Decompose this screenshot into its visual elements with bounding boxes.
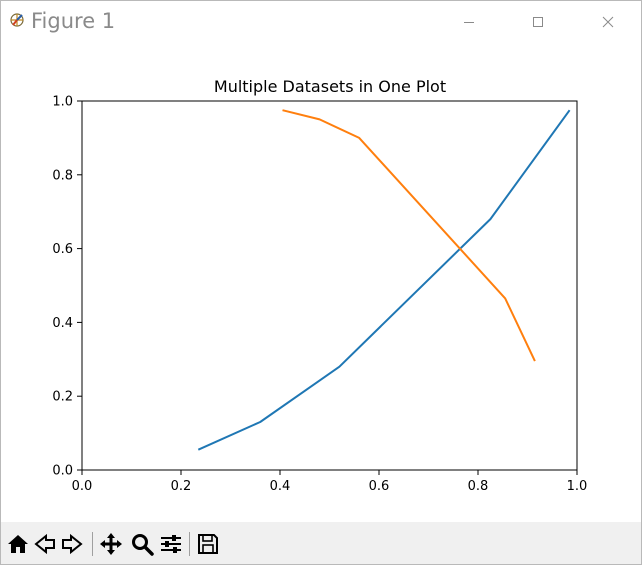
y-tick-label: 1.0: [52, 95, 73, 110]
close-icon: [602, 16, 614, 28]
zoom-icon[interactable]: [129, 531, 155, 557]
pan-icon[interactable]: [98, 531, 124, 557]
save-icon[interactable]: [195, 531, 221, 557]
title-bar: Figure 1: [1, 1, 641, 43]
x-tick-label: 0.2: [171, 479, 192, 494]
figure-canvas[interactable]: Multiple Datasets in One Plot 0.0 0.2 0.4 0…: [1, 43, 641, 522]
maximize-icon: [533, 17, 543, 27]
x-tick-label: 0.8: [468, 479, 489, 494]
x-tick-label: 0.4: [270, 479, 291, 494]
matplotlib-app-icon: [10, 13, 24, 27]
navigation-toolbar: [1, 522, 641, 564]
axes-frame: [81, 100, 578, 471]
x-tick-label: 1.0: [567, 479, 588, 494]
maximize-button[interactable]: [515, 1, 561, 43]
y-tick-label: 0.4: [52, 316, 73, 331]
series-line-2: [282, 109, 536, 362]
y-tick-label: 0.6: [52, 242, 73, 257]
y-tick-label: 0.2: [52, 390, 73, 405]
y-tick-label: 0.0: [52, 464, 73, 479]
x-tick-label: 0.6: [369, 479, 390, 494]
minimize-icon: [464, 22, 474, 23]
x-tick-label: 0.0: [72, 479, 93, 494]
window-title: Figure 1: [31, 9, 116, 33]
toolbar-separator: [92, 532, 93, 556]
configure-icon[interactable]: [158, 531, 184, 557]
close-button[interactable]: [585, 1, 631, 43]
home-icon[interactable]: [5, 531, 31, 557]
line-chart: Multiple Datasets in One Plot 0.0 0.2 0.4 0…: [52, 77, 588, 494]
series-line-1: [197, 109, 571, 451]
toolbar-separator: [189, 532, 190, 556]
chart-title: Multiple Datasets in One Plot: [214, 77, 446, 96]
back-icon[interactable]: [32, 531, 58, 557]
y-tick-label: 0.8: [52, 168, 73, 183]
forward-icon[interactable]: [59, 531, 85, 557]
minimize-button[interactable]: [446, 1, 492, 43]
